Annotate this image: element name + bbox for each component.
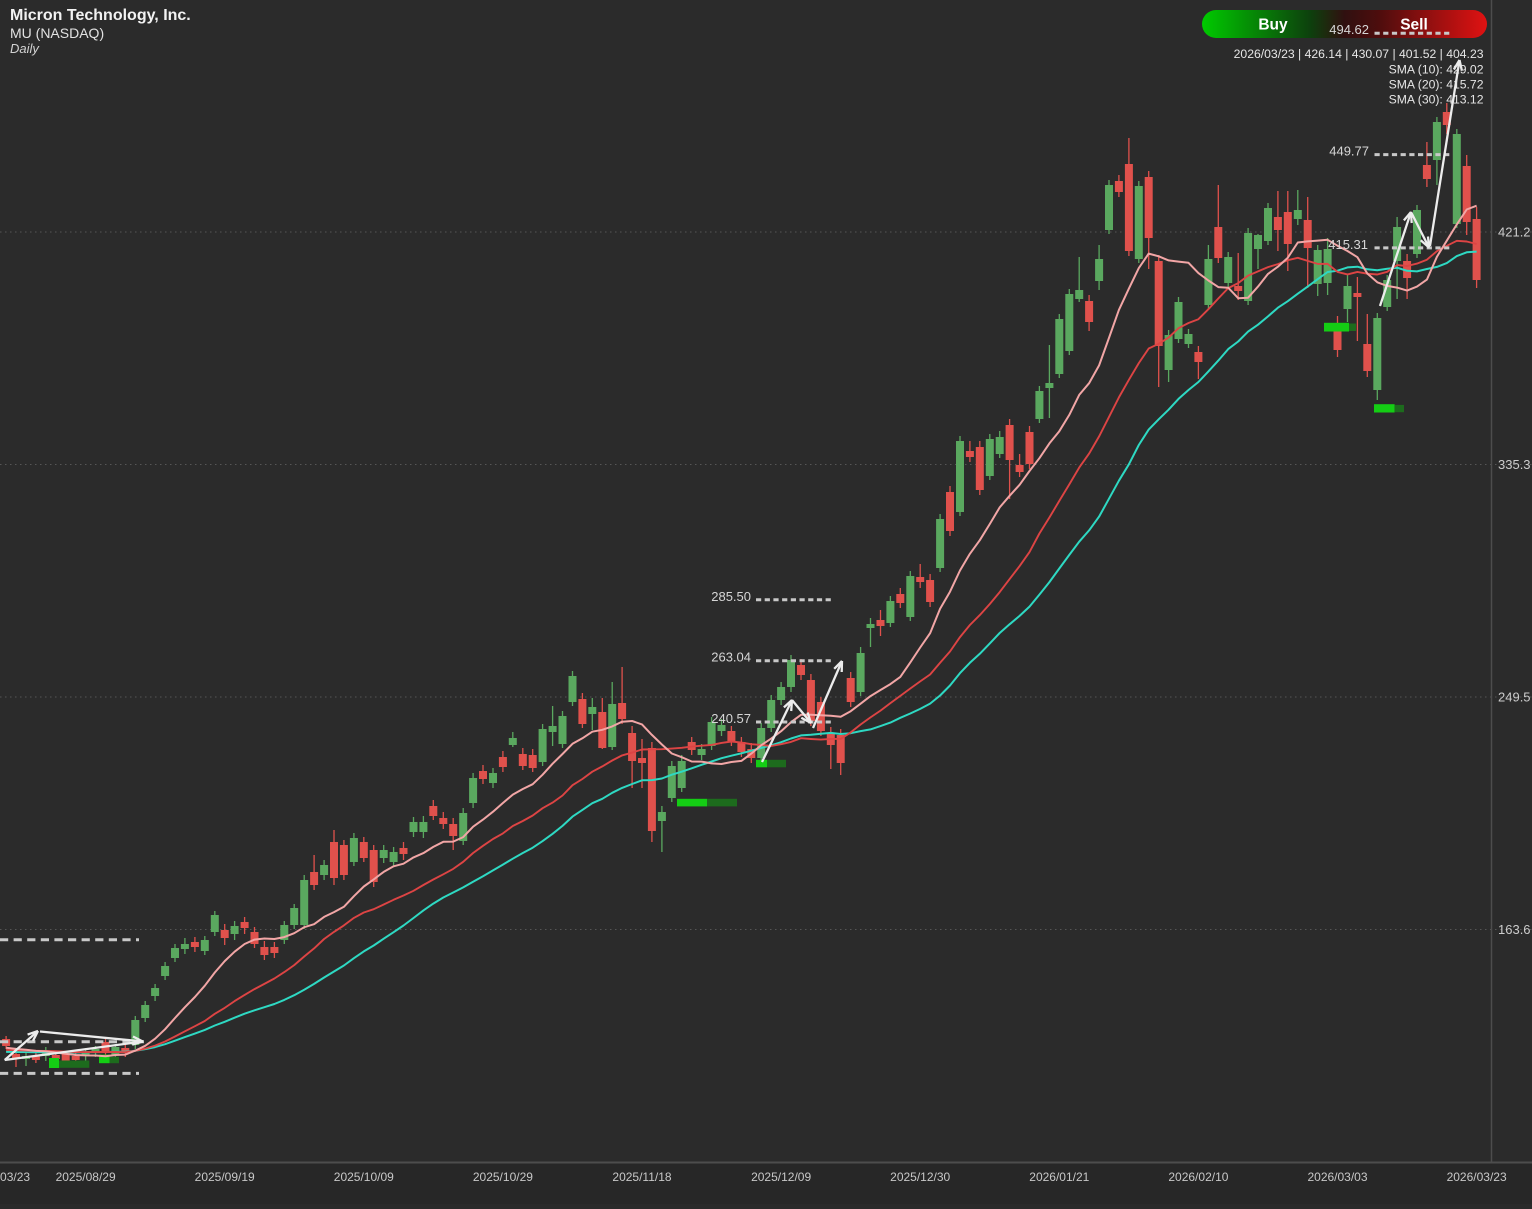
svg-text:2025/12/30: 2025/12/30	[890, 1170, 950, 1184]
svg-text:Micron Technology, Inc.: Micron Technology, Inc.	[10, 7, 191, 24]
svg-text:163.6: 163.6	[1498, 922, 1531, 937]
svg-text:494.62: 494.62	[1329, 22, 1369, 37]
svg-text:2025/03/23: 2025/03/23	[0, 1170, 30, 1184]
svg-text:Sell: Sell	[1400, 17, 1428, 34]
svg-text:2025/08/29: 2025/08/29	[56, 1170, 116, 1184]
svg-text:2025/09/19: 2025/09/19	[195, 1170, 255, 1184]
svg-text:2026/03/23 | 426.14 | 430.07 |: 2026/03/23 | 426.14 | 430.07 | 401.52 | …	[1234, 47, 1484, 61]
svg-text:2026/02/10: 2026/02/10	[1168, 1170, 1228, 1184]
svg-text:2026/01/21: 2026/01/21	[1029, 1170, 1089, 1184]
svg-text:263.04: 263.04	[711, 650, 751, 665]
svg-text:421.2: 421.2	[1498, 225, 1531, 240]
svg-text:415.31: 415.31	[1328, 237, 1368, 252]
svg-text:2025/11/18: 2025/11/18	[612, 1170, 671, 1184]
svg-text:249.5: 249.5	[1498, 690, 1531, 705]
svg-text:Daily: Daily	[10, 41, 40, 56]
svg-text:285.50: 285.50	[711, 589, 751, 604]
svg-text:Buy: Buy	[1258, 17, 1288, 34]
svg-text:2025/12/09: 2025/12/09	[751, 1170, 811, 1184]
svg-text:449.77: 449.77	[1329, 144, 1369, 159]
svg-text:2025/10/09: 2025/10/09	[334, 1170, 394, 1184]
svg-text:SMA (10): 429.02: SMA (10): 429.02	[1389, 63, 1484, 77]
svg-text:SMA (20): 415.72: SMA (20): 415.72	[1389, 78, 1484, 92]
svg-text:SMA (30): 413.12: SMA (30): 413.12	[1389, 93, 1484, 107]
svg-text:MU (NASDAQ): MU (NASDAQ)	[10, 25, 104, 41]
svg-text:240.57: 240.57	[711, 711, 751, 726]
svg-text:2026/03/03: 2026/03/03	[1307, 1170, 1367, 1184]
svg-text:2025/10/29: 2025/10/29	[473, 1170, 533, 1184]
svg-text:335.3: 335.3	[1498, 457, 1531, 472]
svg-text:2026/03/23: 2026/03/23	[1447, 1170, 1507, 1184]
